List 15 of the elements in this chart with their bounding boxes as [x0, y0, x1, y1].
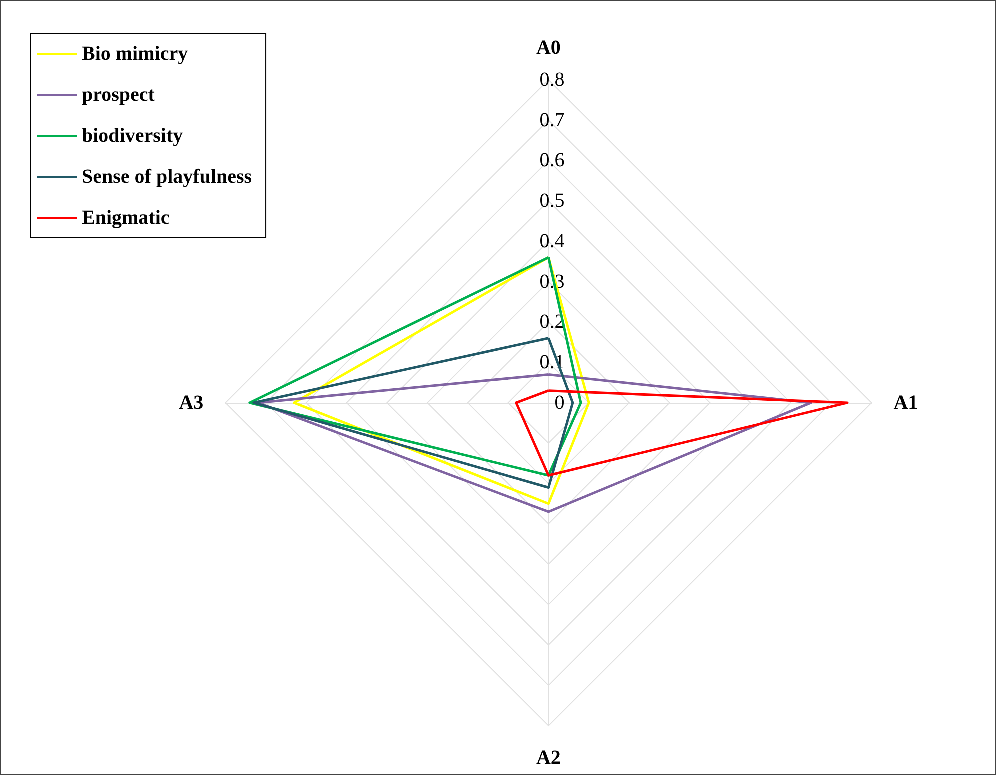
spoke-label: A2 [536, 746, 561, 769]
y-tick-label: 0.5 [540, 190, 565, 212]
legend-label: Enigmatic [82, 207, 170, 229]
spoke-label: A1 [894, 392, 918, 414]
y-tick-label: 0.4 [540, 230, 565, 252]
y-tick-label: 0 [554, 392, 565, 414]
legend-label: prospect [82, 84, 156, 106]
legend-label: biodiversity [82, 125, 184, 147]
legend-label: Sense of playfulness [82, 166, 252, 188]
y-tick-label: 0.7 [540, 109, 565, 132]
spoke-label: A0 [536, 36, 561, 59]
spoke-label: A3 [179, 392, 204, 414]
y-tick-label: 0.6 [540, 150, 565, 172]
legend-label: Bio mimicry [82, 43, 188, 65]
y-tick-label: 0.8 [540, 68, 565, 91]
